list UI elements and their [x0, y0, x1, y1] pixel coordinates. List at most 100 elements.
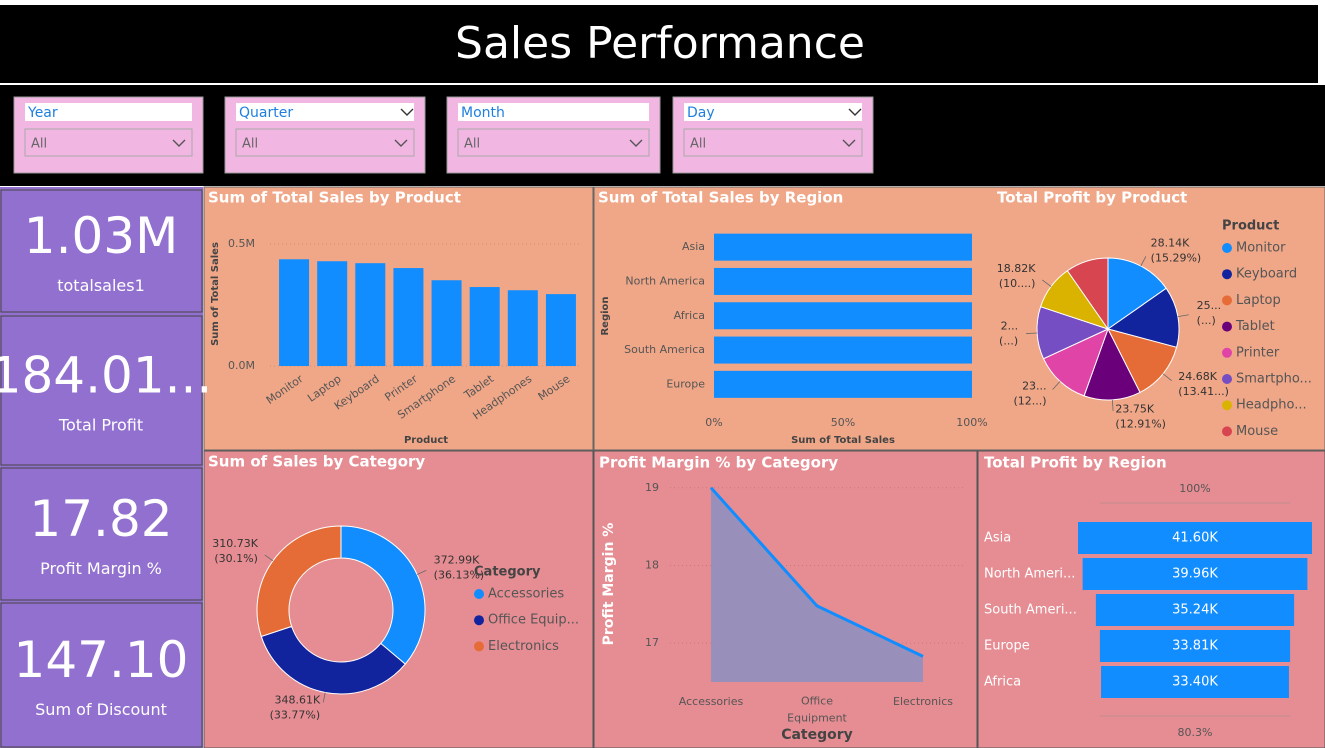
slicer-dropdown[interactable]	[683, 128, 863, 157]
x-tick-label: Electronics	[893, 695, 953, 708]
funnel-bar	[1099, 630, 1291, 662]
legend-marker	[474, 641, 484, 652]
data-label: 25... (...)	[1197, 299, 1222, 327]
kpi-label: totalsales1	[57, 276, 145, 295]
kpi-card	[0, 467, 203, 601]
x-tick-label: 100%	[956, 416, 987, 429]
y-tick-label: South America	[624, 343, 705, 356]
slicer-dropdown[interactable]	[24, 128, 193, 157]
y-tick-label: 19	[645, 481, 659, 494]
chevron	[400, 108, 414, 116]
category-label: Africa	[984, 675, 1021, 690]
kpi-card	[0, 315, 203, 466]
slicer-value: All	[31, 137, 47, 152]
title-bar	[0, 5, 1318, 83]
slicer-bar	[0, 85, 1325, 186]
funnel-bar	[1078, 522, 1312, 554]
x-tick-label: 0%	[705, 416, 722, 429]
legend-marker	[1222, 347, 1232, 358]
legend-title: Product	[1222, 219, 1279, 234]
data-label: 23... (12...)	[1013, 379, 1046, 407]
slice	[340, 525, 426, 665]
data-label: 28.14K (15.29%)	[1151, 236, 1202, 264]
funnel-bar	[1095, 594, 1295, 626]
leader-line	[1162, 373, 1172, 382]
y-axis-label: Region	[600, 296, 611, 335]
legend-marker	[1222, 243, 1232, 253]
legend-marker	[1222, 295, 1232, 306]
area	[711, 487, 923, 682]
leader-line	[1052, 381, 1061, 390]
category-label: North Ameri...	[984, 567, 1075, 582]
x-axis-label: Sum of Total Sales	[791, 435, 895, 446]
legend-title: Category	[474, 565, 541, 580]
kpi-label: Profit Margin %	[40, 559, 162, 578]
legend-label: Printer	[1236, 345, 1280, 360]
slicer-value: All	[690, 137, 706, 152]
data-label: 33.81K	[1172, 639, 1218, 654]
slicer-value: All	[464, 137, 480, 152]
data-label: 35.24K	[1172, 603, 1218, 618]
bar	[714, 370, 972, 398]
leader-line	[1177, 314, 1189, 318]
legend-marker	[1222, 374, 1232, 384]
leader-line	[1140, 256, 1147, 267]
slice	[1107, 328, 1178, 394]
bar	[393, 268, 424, 366]
legend-marker	[1222, 269, 1232, 280]
kpi-value: 1.03M	[24, 207, 178, 265]
kpi-label: Total Profit	[58, 416, 143, 435]
slice	[256, 525, 342, 638]
data-label: 41.60K	[1172, 531, 1218, 546]
y-axis-label: Profit Margin %	[601, 523, 617, 646]
slicer-dropdown[interactable]	[235, 128, 415, 157]
panel-title: Profit Margin % by Category	[599, 454, 838, 472]
chevron	[842, 139, 856, 147]
legend-marker	[474, 589, 484, 599]
legend-label: Laptop	[1236, 293, 1281, 308]
kpi-value: 17.82	[29, 490, 172, 548]
slicer-dropdown[interactable]	[457, 128, 650, 157]
category-label: Europe	[984, 639, 1030, 654]
x-axis-label: Product	[404, 435, 448, 446]
panel-title: Total Profit by Product	[997, 189, 1187, 207]
bar	[545, 294, 576, 366]
slicer-header	[684, 103, 862, 121]
category-label: Asia	[984, 531, 1011, 546]
data-label: 372.99K (36.13%)	[434, 553, 485, 581]
leader-line	[416, 569, 427, 575]
legend-label: Headpho...	[1236, 398, 1307, 413]
kpi-card	[0, 189, 203, 313]
x-tick-label: Accessories	[679, 695, 744, 708]
legend-label: Electronics	[488, 639, 559, 654]
slicer-label: Month	[461, 105, 505, 121]
y-tick-label: North America	[625, 274, 705, 287]
slicer-header	[458, 103, 649, 121]
legend-marker	[1222, 426, 1232, 437]
kpi-value: 184.01...	[0, 347, 212, 405]
leader-line	[1042, 279, 1052, 287]
bar	[714, 336, 972, 364]
bar	[469, 287, 500, 366]
bar	[714, 233, 972, 261]
data-label: 24.68K (13.41...)	[1178, 370, 1229, 398]
data-label: 33.40K	[1172, 675, 1218, 690]
bar	[279, 259, 310, 366]
y-tick-label: Africa	[674, 309, 705, 322]
bar	[317, 261, 348, 366]
data-label: 310.73K (30.1%)	[212, 537, 258, 565]
x-tick-label: 50%	[831, 416, 855, 429]
x-tick-label: Office Equipment	[787, 695, 847, 725]
data-label: 2... (...)	[999, 319, 1018, 347]
panel-title: Sum of Total Sales by Product	[208, 189, 461, 207]
leader-line	[322, 692, 326, 703]
legend-label: Mouse	[1236, 424, 1278, 439]
y-tick-label: Europe	[666, 377, 705, 390]
slice	[1106, 287, 1180, 348]
slicer-value: All	[242, 137, 258, 152]
slice	[260, 625, 406, 695]
slicer-label: Year	[27, 105, 58, 121]
chevron	[848, 108, 862, 116]
kpi-value: 147.10	[14, 631, 189, 689]
funnel-bar	[1101, 666, 1289, 698]
